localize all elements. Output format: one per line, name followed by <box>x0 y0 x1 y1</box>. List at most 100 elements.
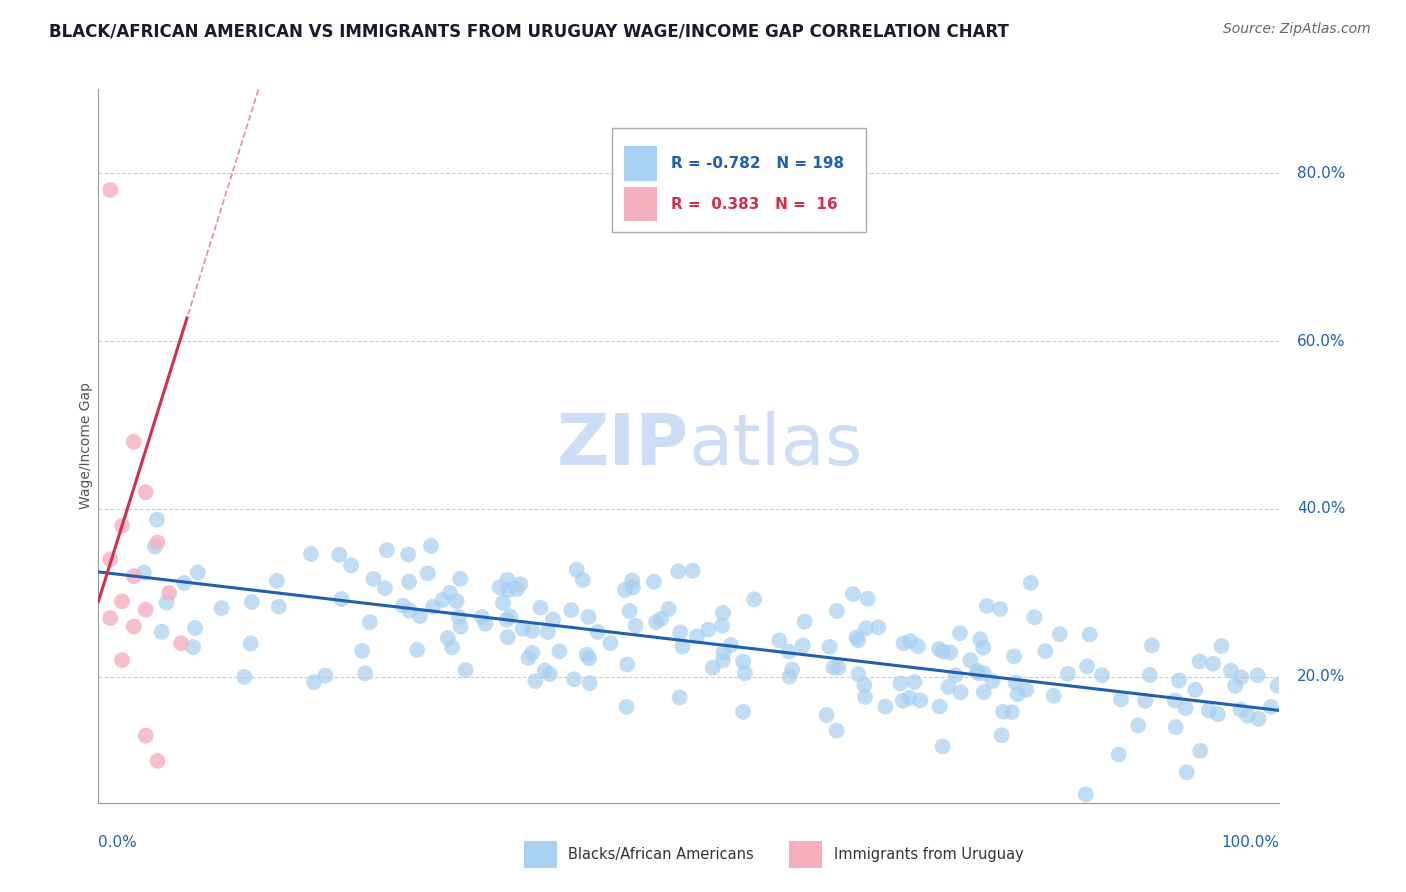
Point <box>392 599 415 613</box>
Point <box>868 620 890 634</box>
Point <box>352 644 374 658</box>
Point <box>981 674 1004 689</box>
Point <box>793 615 815 629</box>
Point <box>441 640 464 655</box>
Point <box>562 673 585 687</box>
Point <box>522 646 544 660</box>
FancyBboxPatch shape <box>624 146 657 180</box>
Point <box>135 603 157 617</box>
Point <box>375 543 398 558</box>
Point <box>903 675 925 690</box>
Point <box>578 610 600 624</box>
Point <box>711 653 734 667</box>
Point <box>111 653 134 667</box>
Point <box>845 630 868 644</box>
Point <box>846 667 869 681</box>
Point <box>454 663 477 677</box>
Point <box>111 594 134 608</box>
Point <box>682 564 704 578</box>
Point <box>959 653 981 667</box>
Text: 60.0%: 60.0% <box>1298 334 1346 349</box>
Text: Source: ZipAtlas.com: Source: ZipAtlas.com <box>1223 22 1371 37</box>
Point <box>1042 689 1064 703</box>
Point <box>548 644 571 658</box>
Point <box>396 548 419 562</box>
Point <box>517 651 540 665</box>
Point <box>818 640 841 654</box>
Point <box>155 595 177 609</box>
Point <box>266 574 288 588</box>
Point <box>1128 718 1150 732</box>
Point <box>512 622 534 636</box>
Point <box>671 640 693 654</box>
Point <box>98 611 121 625</box>
Point <box>533 664 555 678</box>
Point <box>1184 682 1206 697</box>
Point <box>565 563 588 577</box>
Point <box>720 638 742 652</box>
Point <box>471 610 494 624</box>
Point <box>524 674 547 689</box>
Point <box>853 690 876 704</box>
Text: BLACK/AFRICAN AMERICAN VS IMMIGRANTS FROM URUGUAY WAGE/INCOME GAP CORRELATION CH: BLACK/AFRICAN AMERICAN VS IMMIGRANTS FRO… <box>49 22 1010 40</box>
Point <box>496 583 519 598</box>
Point <box>624 618 647 632</box>
Point <box>578 676 600 690</box>
Point <box>488 580 510 594</box>
Point <box>135 729 157 743</box>
Point <box>616 657 638 672</box>
Point <box>669 625 692 640</box>
Point <box>1175 765 1198 780</box>
Point <box>359 615 381 630</box>
Point <box>825 723 848 738</box>
Point <box>572 573 595 587</box>
Point <box>780 663 803 677</box>
Text: 80.0%: 80.0% <box>1298 166 1346 181</box>
Point <box>406 643 429 657</box>
Point <box>111 518 134 533</box>
Point <box>157 586 180 600</box>
Point <box>499 609 522 624</box>
Text: R =  0.383   N =  16: R = 0.383 N = 16 <box>671 196 838 211</box>
Point <box>931 739 953 754</box>
Point <box>846 633 869 648</box>
Point <box>302 675 325 690</box>
Point <box>988 602 1011 616</box>
Point <box>893 636 915 650</box>
Point <box>928 699 950 714</box>
Point <box>432 593 454 607</box>
Point <box>907 639 929 653</box>
Point <box>621 574 644 588</box>
Point <box>398 604 420 618</box>
Point <box>1219 664 1241 678</box>
Point <box>621 580 644 594</box>
Point <box>702 660 724 674</box>
Point <box>792 639 814 653</box>
Point <box>436 631 458 645</box>
Point <box>1019 575 1042 590</box>
Point <box>586 624 609 639</box>
Point <box>1202 657 1225 671</box>
Point <box>420 539 443 553</box>
Point <box>150 624 173 639</box>
Point <box>181 640 204 654</box>
Point <box>1168 673 1191 688</box>
Point <box>768 633 790 648</box>
Point <box>170 636 193 650</box>
Point <box>354 666 377 681</box>
Point <box>891 694 914 708</box>
Point <box>1078 627 1101 641</box>
Y-axis label: Wage/Income Gap: Wage/Income Gap <box>79 383 93 509</box>
Point <box>122 569 145 583</box>
Point <box>211 601 233 615</box>
Point <box>537 625 560 640</box>
Point <box>733 705 755 719</box>
Point <box>949 685 972 699</box>
Point <box>889 676 911 690</box>
Point <box>823 660 845 674</box>
Point <box>496 573 519 587</box>
Point <box>658 602 681 616</box>
Text: 0.0%: 0.0% <box>98 835 138 850</box>
Point <box>450 619 472 633</box>
Point <box>330 592 353 607</box>
